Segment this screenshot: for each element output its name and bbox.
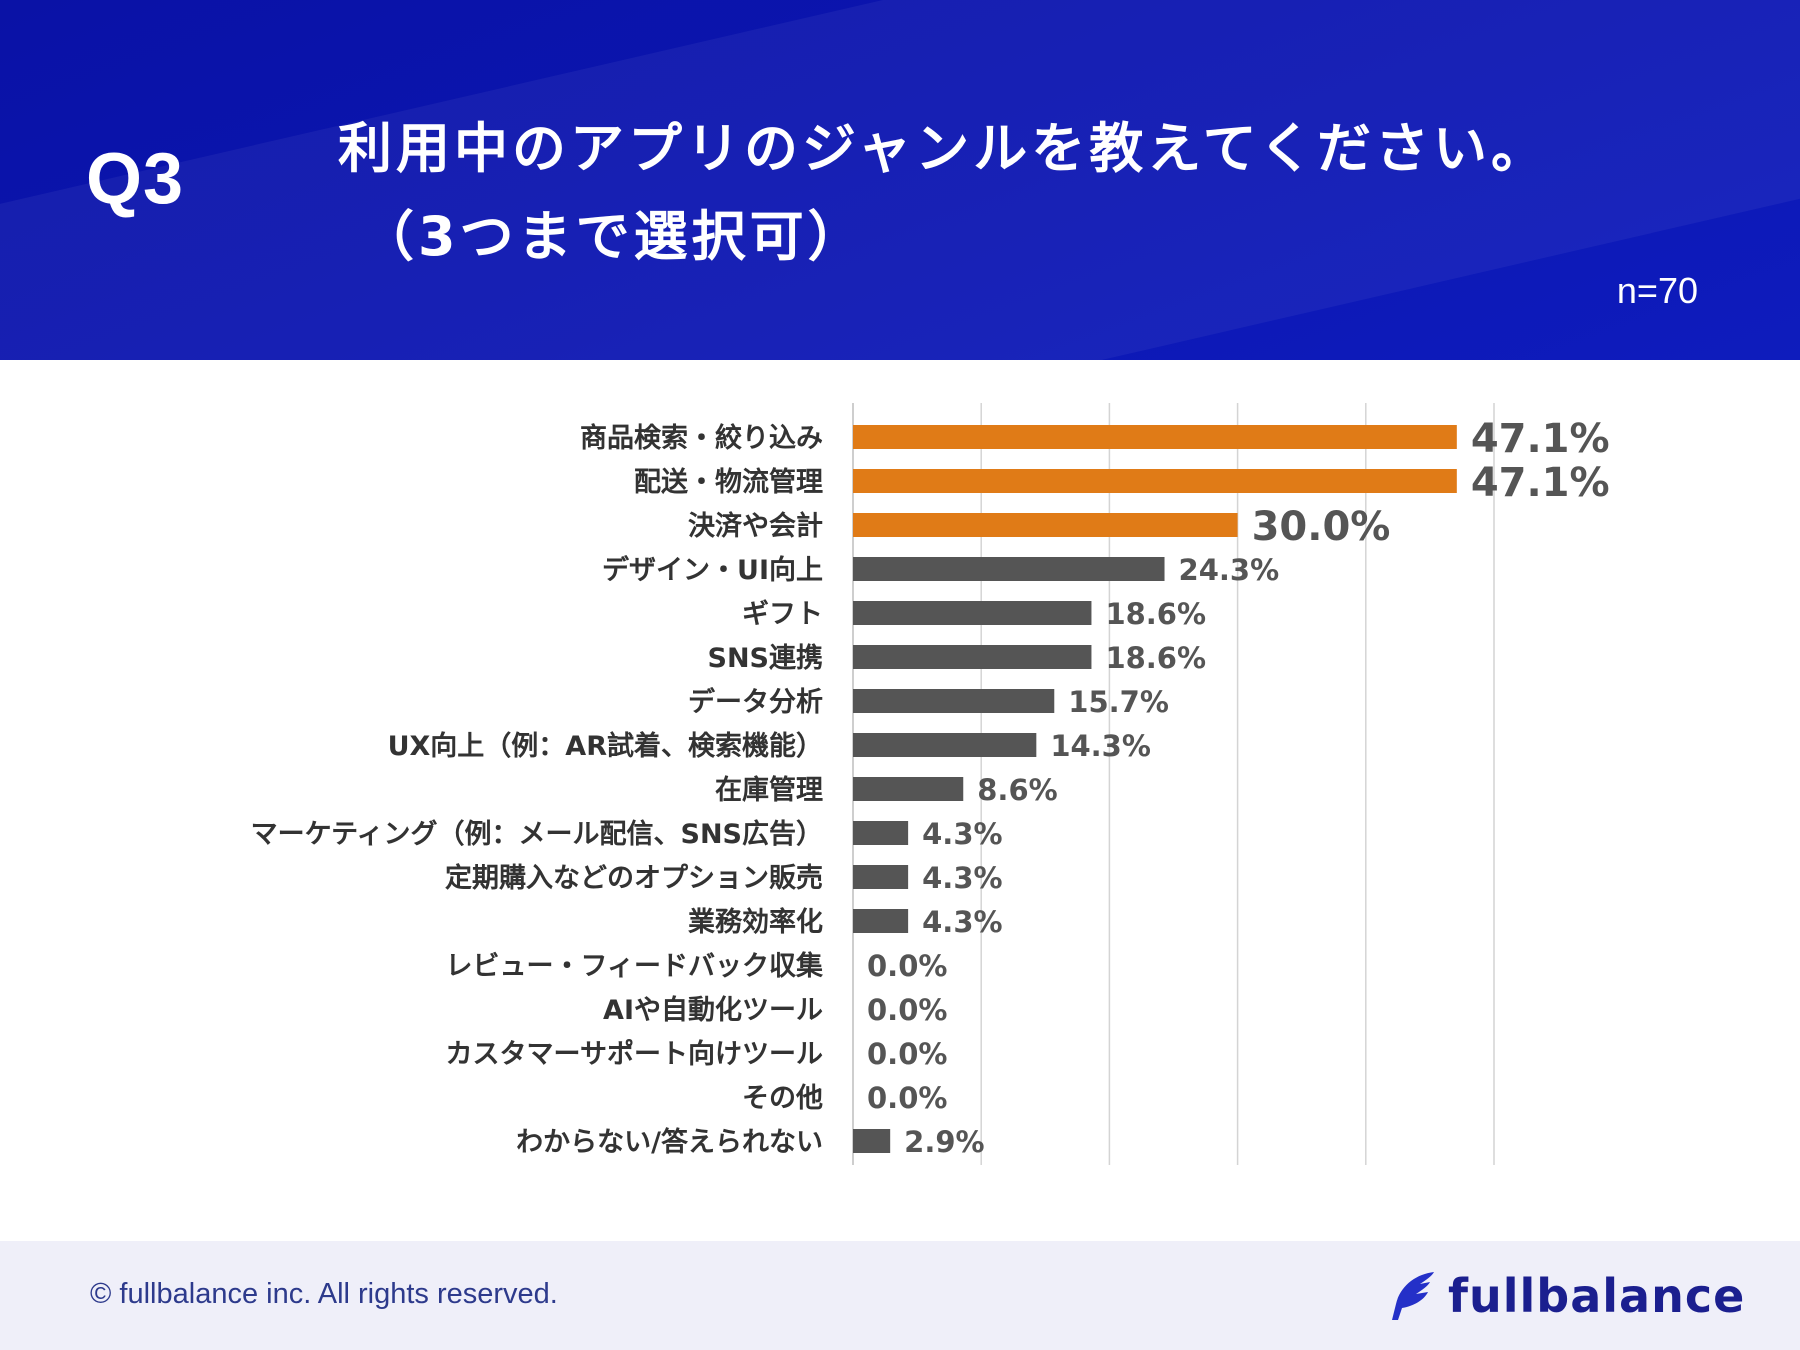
bar [853,645,1092,669]
bar [853,733,1037,757]
value-label: 4.3% [922,861,1002,895]
value-label: 4.3% [922,817,1002,851]
bar [853,425,1457,449]
category-label: UX向上（例：AR試着、検索機能） [388,730,823,762]
feather-icon [1392,1272,1434,1320]
category-label: データ分析 [688,686,823,718]
value-label: 30.0% [1252,504,1391,550]
value-label: 0.0% [867,993,947,1027]
value-label: 47.1% [1471,460,1610,506]
bar [853,865,909,889]
category-label: マーケティング（例：メール配信、SNS広告） [251,818,823,850]
category-label: SNS連携 [708,643,824,674]
category-label: わからない/答えられない [516,1126,823,1158]
brand-logo[interactable]: fullbalance [1388,1266,1745,1326]
bar [853,689,1055,713]
category-label: その他 [742,1083,823,1114]
footer-bar [0,1241,1800,1350]
category-label: 在庫管理 [715,775,823,806]
sample-size: n=70 [1616,270,1698,311]
value-label: 18.6% [1105,641,1206,675]
category-label: カスタマーサポート向けツール [446,1038,823,1070]
category-label: デザイン・UI向上 [602,554,823,586]
value-label: 18.6% [1105,597,1206,631]
bar [853,557,1165,581]
value-label: 0.0% [867,1037,947,1071]
category-label: AIや自動化ツール [603,994,823,1026]
bar [853,513,1238,537]
header-banner: Q3 利用中のアプリのジャンルを教えてください。 （3つまで選択可） n=70 [0,0,1800,360]
value-label: 0.0% [867,949,947,983]
category-label: 定期購入などのオプション販売 [445,862,823,894]
category-label: 業務効率化 [688,906,823,938]
bar [853,777,964,801]
category-label: 決済や会計 [688,510,823,542]
bar [853,909,909,933]
category-label: レビュー・フィードバック収集 [446,950,824,982]
value-label: 15.7% [1068,685,1169,719]
chart-bars [853,425,1457,1153]
value-label: 0.0% [867,1081,947,1115]
value-label: 14.3% [1050,729,1151,763]
category-label: ギフト [742,599,823,630]
question-number: Q3 [86,139,185,219]
bar [853,821,909,845]
bar [853,1129,891,1153]
value-label: 2.9% [904,1125,984,1159]
bar [853,469,1457,493]
value-label: 47.1% [1471,416,1610,462]
value-label: 24.3% [1179,553,1280,587]
brand-name: fullbalance [1448,1269,1746,1323]
category-label: 配送・物流管理 [634,467,823,498]
category-label: 商品検索・絞り込み [580,422,823,454]
value-label: 4.3% [922,905,1002,939]
value-label: 8.6% [977,773,1057,807]
chart-labels: 商品検索・絞り込み 47.1% 配送・物流管理 47.1% 決済や会計 30.0% デザイン… [251,416,1610,1159]
copyright-text: © fullbalance inc. All rights reserved. [90,1278,558,1310]
bar-chart: 商品検索・絞り込み 47.1% 配送・物流管理 47.1% 決済や会計 30.0% デザイン… [251,403,1610,1165]
question-title: 利用中のアプリのジャンルを教えてください。 [338,117,1549,180]
question-subtitle: （3つまで選択可） [360,205,866,268]
bar [853,601,1092,625]
